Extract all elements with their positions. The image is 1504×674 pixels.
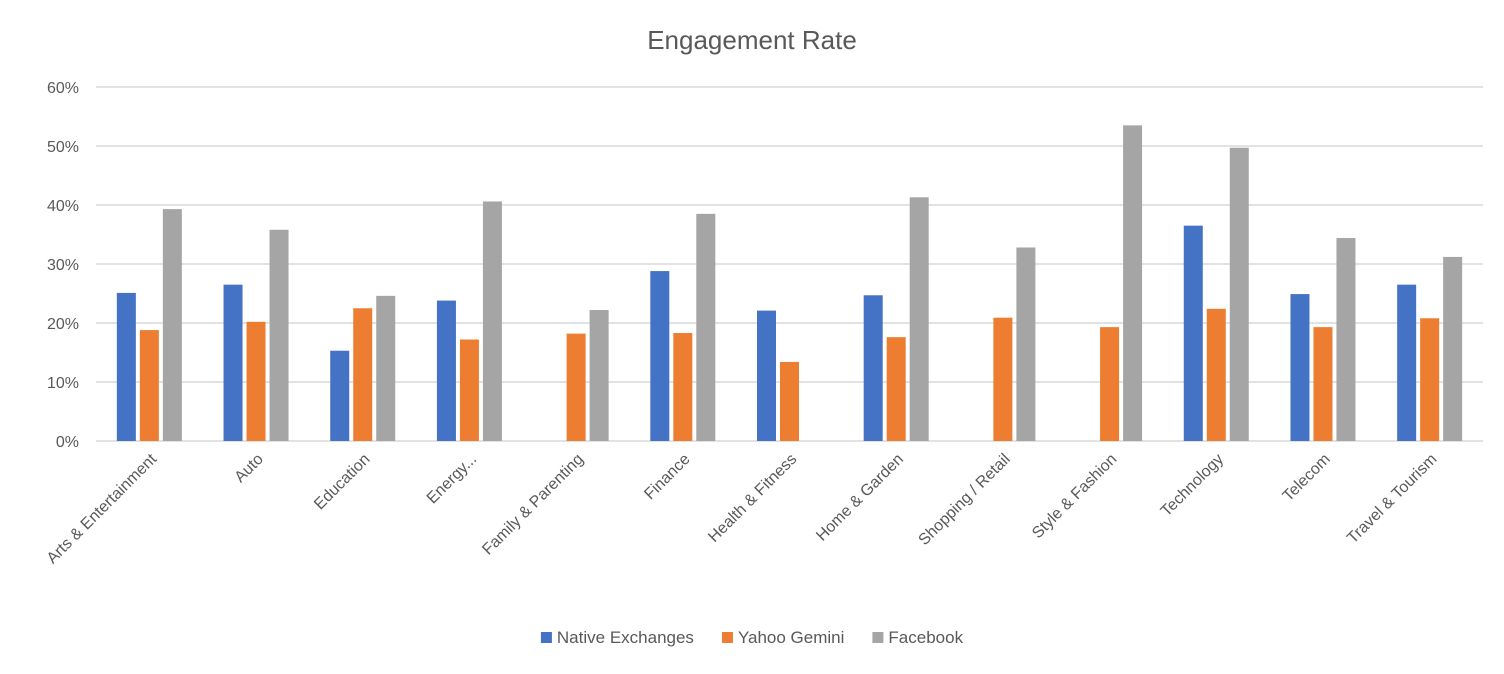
bar (1420, 318, 1440, 441)
x-tick-label: Style & Fashion (1029, 451, 1120, 542)
bar (376, 295, 396, 441)
legend-label: Facebook (888, 628, 963, 647)
x-tick-label: Arts & Entertainment (44, 450, 161, 567)
bar (566, 333, 586, 441)
bar (1229, 147, 1249, 441)
bar (1016, 247, 1036, 441)
bar (1290, 294, 1310, 441)
bar (1336, 238, 1356, 441)
x-tick-label: Travel & Tourism (1344, 451, 1440, 547)
bar (116, 292, 136, 441)
bar (909, 197, 929, 441)
y-tick-label: 10% (47, 375, 79, 392)
bar (1183, 225, 1203, 441)
legend-item: Native Exchanges (540, 628, 694, 647)
x-tick-label: Finance (641, 451, 693, 503)
bar (139, 330, 159, 441)
bar (757, 310, 776, 441)
bar (696, 213, 716, 441)
bar (780, 361, 799, 441)
bar (863, 295, 883, 441)
x-tick-label: Family & Parenting (479, 451, 587, 559)
x-tick-label: Health & Fitness (705, 451, 800, 546)
y-tick-label: 40% (47, 198, 79, 215)
bar (1443, 256, 1463, 441)
bar (993, 317, 1013, 441)
bar (589, 310, 609, 441)
x-axis-labels: Arts & Entertainment Auto Education Energy.… (44, 450, 1441, 567)
x-tick-label: Telecom (1280, 451, 1334, 505)
bar (673, 333, 693, 441)
chart-title: Engagement Rate (647, 25, 857, 55)
bar (1123, 125, 1143, 441)
legend-item: Facebook (872, 628, 964, 647)
gridlines (96, 86, 1483, 442)
legend-label: Native Exchanges (557, 628, 694, 647)
x-tick-label: Education (311, 451, 373, 513)
y-tick-label: 30% (47, 257, 79, 274)
bar (1206, 308, 1226, 441)
bar (162, 209, 182, 441)
y-tick-label: 20% (47, 316, 79, 333)
bar (269, 229, 289, 441)
x-tick-label: Technology (1158, 451, 1227, 520)
legend-swatch (872, 632, 884, 643)
y-tick-label: 50% (47, 139, 79, 156)
y-tick-label: 0% (56, 434, 79, 451)
bar (246, 321, 266, 441)
bar (650, 271, 670, 441)
legend: Native Exchanges Yahoo Gemini Facebook (540, 628, 964, 647)
bars (116, 125, 1463, 441)
legend-item: Yahoo Gemini (721, 628, 844, 647)
legend-swatch (540, 632, 552, 643)
x-tick-label: Auto (232, 451, 267, 486)
y-tick-label: 60% (47, 80, 79, 97)
y-axis-ticks: 0% 10% 20% 30% 40% 50% 60% (47, 80, 79, 451)
bar (353, 308, 373, 441)
bar (1100, 327, 1120, 441)
bar (436, 300, 456, 441)
bar (330, 350, 350, 441)
bar (482, 201, 502, 441)
legend-label: Yahoo Gemini (738, 628, 844, 647)
bar (1397, 284, 1417, 441)
x-tick-label: Shopping / Retail (916, 451, 1014, 549)
x-tick-label: Home & Garden (813, 451, 907, 545)
bar (223, 284, 243, 441)
bar (886, 337, 906, 441)
bar (1313, 327, 1333, 441)
legend-swatch (721, 632, 733, 643)
x-tick-label: Energy... (424, 451, 480, 507)
bar (459, 339, 479, 441)
